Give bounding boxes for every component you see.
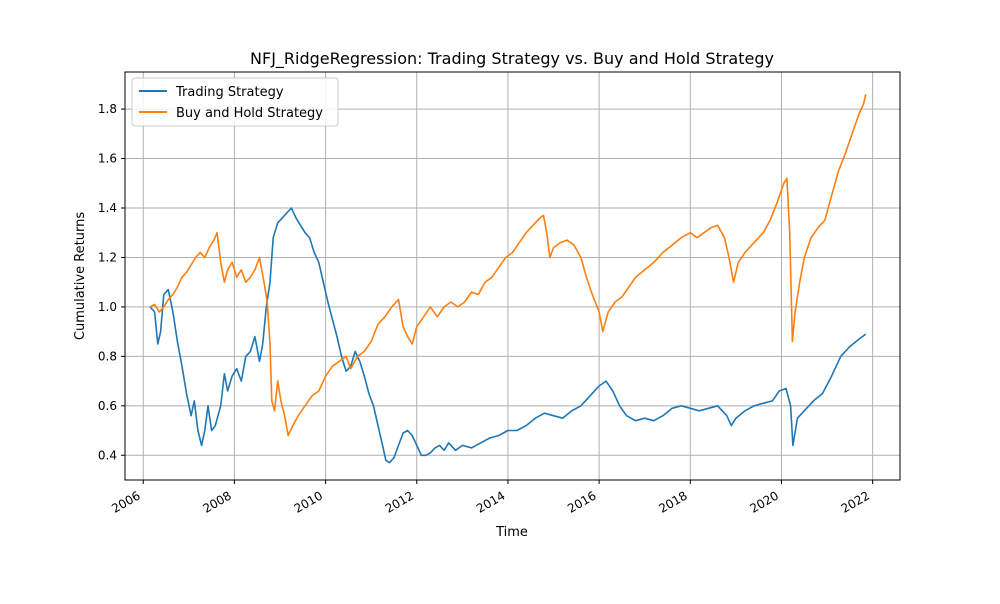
legend: Trading Strategy Buy and Hold Strategy: [131, 77, 339, 127]
x-axis-label: Time: [495, 525, 528, 540]
y-tick-label: 1.4: [98, 201, 117, 215]
y-tick-label: 0.8: [98, 349, 117, 363]
plot-area-frame: [124, 71, 901, 481]
y-tick-label: 0.4: [98, 448, 117, 462]
legend-label-buy-hold: Buy and Hold Strategy: [176, 106, 323, 121]
trading-strategy-line: [149, 207, 867, 464]
y-tick-label: 0.6: [98, 399, 117, 413]
grid: [125, 72, 900, 480]
y-tick-label: 1.0: [98, 300, 117, 314]
y-tick-label: 1.8: [98, 102, 117, 116]
series-lines: [149, 94, 867, 464]
y-tick-label: 1.2: [98, 250, 117, 264]
legend-box: [131, 77, 339, 127]
legend-label-trading: Trading Strategy: [175, 85, 284, 100]
chart-title: NFJ_RidgeRegression: Trading Strategy vs…: [250, 49, 774, 69]
y-axis-ticks: 0.4 0.6 0.8 1.0 1.2 1.4 1.6 1.8: [98, 102, 125, 462]
y-axis-label: Cumulative Returns: [73, 212, 88, 340]
buy-and-hold-line: [149, 94, 867, 437]
y-tick-label: 1.6: [98, 152, 117, 166]
